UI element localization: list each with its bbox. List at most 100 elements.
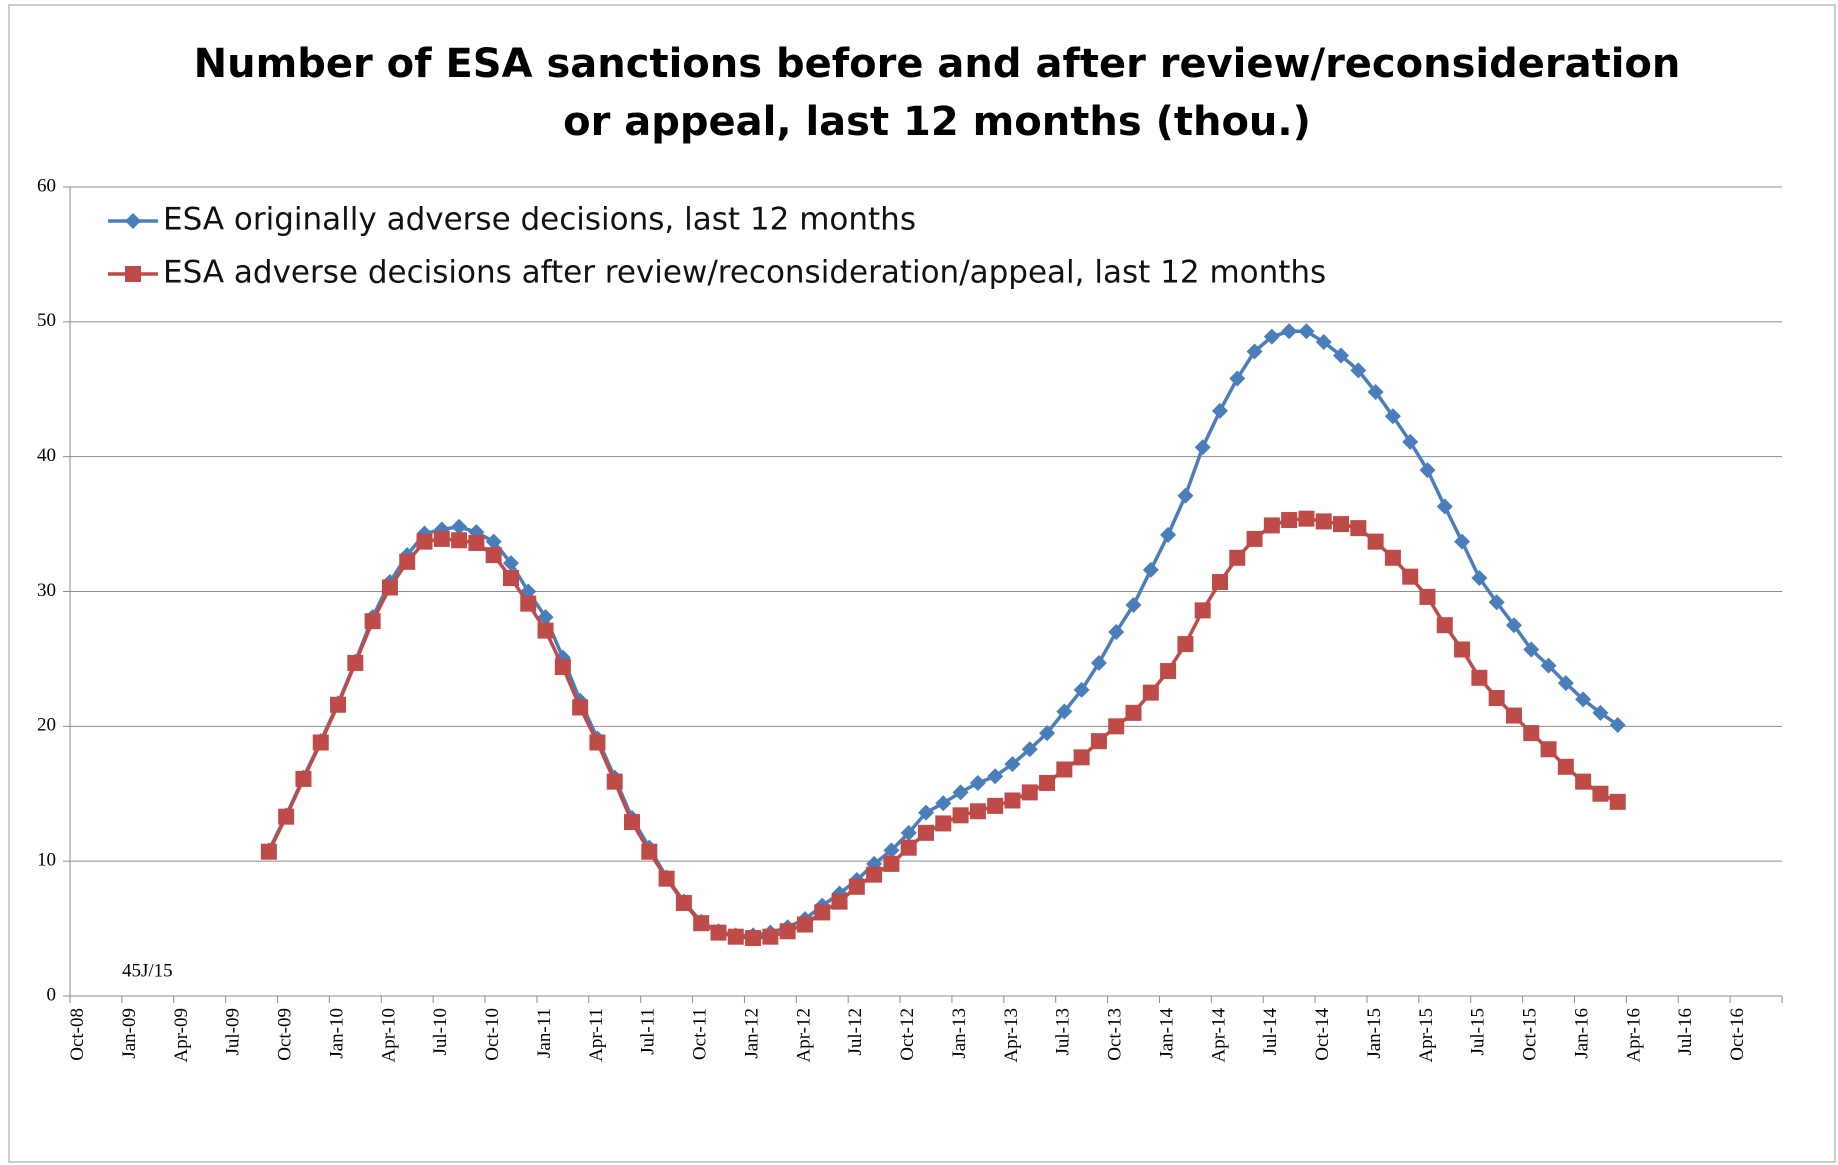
x-tick-label: Oct-08	[67, 1008, 88, 1061]
data-point	[1315, 513, 1332, 530]
data-point	[295, 770, 312, 787]
data-point	[883, 842, 900, 859]
x-tick-label: Jan-10	[326, 1008, 347, 1059]
data-point	[935, 795, 952, 812]
data-point	[1523, 641, 1540, 658]
data-point	[831, 893, 848, 910]
data-point	[1281, 323, 1298, 340]
data-point	[1229, 370, 1246, 387]
x-tick-label: Jul-13	[1053, 1008, 1074, 1056]
data-point	[1246, 343, 1263, 360]
x-tick-label: Apr-09	[171, 1008, 192, 1063]
x-tick-label: Jan-15	[1364, 1008, 1385, 1059]
data-point	[935, 815, 952, 832]
x-tick-label: Oct-12	[897, 1008, 918, 1061]
x-tick-label: Jul-14	[1260, 1008, 1281, 1056]
data-point	[987, 797, 1004, 814]
data-point	[1402, 568, 1419, 585]
data-point	[589, 734, 606, 751]
y-tick-label: 40	[37, 445, 56, 466]
data-point	[969, 803, 986, 820]
x-tick-label: Jul-15	[1468, 1008, 1489, 1056]
legend-label: ESA adverse decisions after review/recon…	[163, 255, 1326, 291]
data-point	[1160, 663, 1177, 680]
data-point	[883, 855, 900, 872]
data-point	[1367, 533, 1384, 550]
x-tick-label: Apr-10	[378, 1008, 399, 1063]
data-point	[900, 824, 917, 841]
data-point	[468, 534, 485, 551]
data-point	[1575, 691, 1592, 708]
x-tick-label: Jul-16	[1675, 1008, 1696, 1056]
data-point	[520, 595, 537, 612]
x-tick-label: Jul-09	[223, 1008, 244, 1056]
data-point	[451, 532, 468, 549]
data-point	[1229, 549, 1246, 566]
data-point	[1592, 785, 1609, 802]
annotation: 45J/15	[122, 960, 173, 981]
data-point	[762, 928, 779, 945]
x-tick-label: Apr-16	[1623, 1008, 1644, 1063]
data-point	[1211, 402, 1228, 419]
data-point	[1263, 328, 1280, 345]
data-point	[1039, 725, 1056, 742]
data-point	[1575, 773, 1592, 790]
x-tick-label: Jan-16	[1571, 1008, 1592, 1059]
data-point	[1073, 681, 1090, 698]
data-point	[451, 518, 468, 535]
data-point	[1142, 561, 1159, 578]
legend-label: ESA originally adverse decisions, last 1…	[163, 202, 916, 238]
y-tick-label: 0	[47, 984, 57, 1005]
data-point	[1505, 707, 1522, 724]
data-point	[1419, 588, 1436, 605]
data-point	[1281, 512, 1298, 529]
data-point	[416, 533, 433, 550]
x-tick-label: Jan-11	[534, 1008, 555, 1058]
data-point	[624, 814, 641, 831]
data-point	[866, 866, 883, 883]
data-point	[1367, 383, 1384, 400]
data-point	[1108, 623, 1125, 640]
data-point	[260, 843, 277, 860]
data-point	[1471, 669, 1488, 686]
data-point	[1004, 756, 1021, 773]
x-tick-label: Apr-13	[1001, 1008, 1022, 1063]
data-point	[1090, 654, 1107, 671]
data-point	[278, 808, 295, 825]
data-point	[1436, 498, 1453, 515]
x-tick-label: Jan-14	[1156, 1008, 1177, 1059]
data-point	[727, 928, 744, 945]
data-point	[502, 555, 519, 572]
x-tick-label: Jan-09	[119, 1008, 140, 1059]
data-point	[381, 579, 398, 596]
data-point	[969, 774, 986, 791]
data-point	[1609, 793, 1626, 810]
data-point	[502, 570, 519, 587]
data-point	[1246, 530, 1263, 547]
data-point	[1333, 347, 1350, 364]
data-point	[952, 784, 969, 801]
data-point	[399, 553, 416, 570]
x-tick-label: Jul-10	[430, 1008, 451, 1056]
data-point	[1125, 704, 1142, 721]
data-point	[1021, 784, 1038, 801]
data-point	[1540, 657, 1557, 674]
data-point	[485, 547, 502, 564]
data-point	[1004, 792, 1021, 809]
data-point	[1505, 617, 1522, 634]
data-point	[1557, 758, 1574, 775]
data-point	[814, 904, 831, 921]
data-point	[1471, 570, 1488, 587]
y-tick-label: 10	[37, 850, 56, 871]
x-tick-label: Apr-12	[793, 1008, 814, 1063]
x-tick-label: Oct-09	[275, 1008, 296, 1061]
data-point	[900, 839, 917, 856]
data-point	[1384, 549, 1401, 566]
data-point	[1488, 594, 1505, 611]
data-point	[537, 622, 554, 639]
data-point	[796, 916, 813, 933]
chart-title: or appeal, last 12 months (thou.)	[563, 99, 1311, 145]
x-tick-label: Oct-13	[1105, 1008, 1126, 1061]
data-point	[918, 824, 934, 841]
